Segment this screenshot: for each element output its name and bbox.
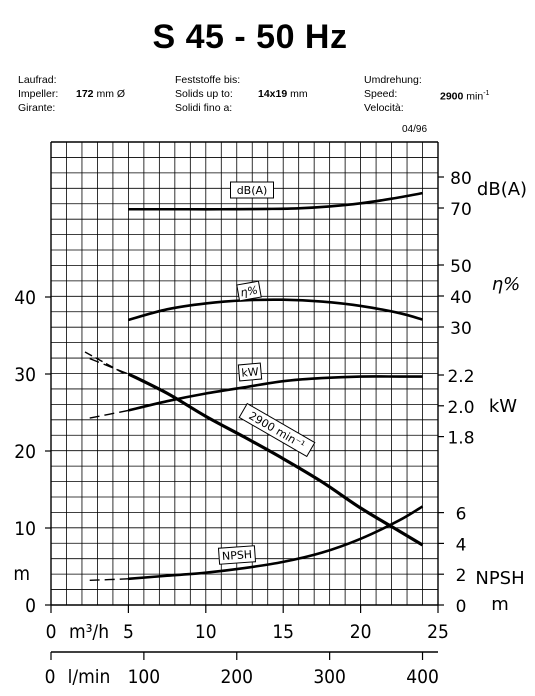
speed-unit: min <box>466 90 484 103</box>
curve-label-text-npsh: NPSH <box>222 548 253 563</box>
impeller-label-en: Impeller: <box>18 88 59 100</box>
eta-axis-unit: η% <box>492 274 521 295</box>
curve-label-text-db-a: dB(A) <box>237 184 268 197</box>
lmin-axis-unit: l/min <box>68 666 111 688</box>
solids-label-it: Solidi fino a: <box>175 102 233 114</box>
curve-label-eta: η% <box>236 280 262 302</box>
impeller-value: 172 <box>76 88 94 100</box>
curve-label-text-2900-min: 2900 min⁻¹ <box>246 409 307 451</box>
curve-label-box-2900-min <box>238 402 316 458</box>
right-axis-tick-label: 6 <box>456 505 467 525</box>
speed-spec: 2900 min-1 <box>440 87 489 104</box>
revision-date: 04/96 <box>402 124 428 135</box>
solids-label-de: Feststoffe bis: <box>175 74 241 86</box>
x-axis-tick-label: 5 <box>123 621 134 643</box>
right-axis-tick-label: 4 <box>456 535 467 555</box>
x-axis-tick-label: 15 <box>272 621 294 643</box>
start-dashed-crossline <box>84 351 126 375</box>
db-axis-unit: dB(A) <box>477 179 527 200</box>
speed-label-de: Umdrehung: <box>364 74 422 86</box>
left-axis-unit: m <box>13 563 30 585</box>
left-axis-tick-label: 30 <box>14 364 36 386</box>
solids-labels: Feststoffe bis: Solids up to: Solidi fin… <box>175 73 240 115</box>
right-axis-tick-label: 1.8 <box>447 429 474 449</box>
curve-eta <box>128 298 423 322</box>
x-axis-tick-label: 10 <box>195 621 217 643</box>
x-axis-tick-label: 0 <box>46 621 57 643</box>
lmin-axis-tick-label: 100 <box>128 666 161 688</box>
curve-kw <box>128 375 423 412</box>
curve-label-box-db-a <box>230 181 274 199</box>
curve-kw-dashed <box>89 409 129 419</box>
curve-label-box-eta <box>236 280 262 302</box>
curve-2900-min-dashed <box>89 357 129 375</box>
solids-unit: mm <box>290 88 308 100</box>
impeller-labels: Laufrad: Impeller: Girante: <box>18 73 58 115</box>
curve-db-a <box>128 191 423 211</box>
curve-label-2900-min: 2900 min⁻¹ <box>238 402 316 458</box>
right-axis-tick-label: 50 <box>450 257 472 277</box>
lmin-axis-tick-label: 200 <box>220 666 253 688</box>
chart-title: S 45 - 50 Hz <box>152 18 348 56</box>
solids-label-en: Solids up to: <box>175 88 233 100</box>
lmin-axis-tick-label: 300 <box>313 666 346 688</box>
npsh-axis-unit: NPSH <box>475 568 524 589</box>
curve-label-kw: kW <box>237 362 263 382</box>
lmin-axis-tick-label: 400 <box>406 666 439 688</box>
kw-axis-unit: kW <box>489 396 517 417</box>
right-axis-tick-label: 70 <box>450 200 472 220</box>
x-axis-unit: m³/h <box>69 621 109 643</box>
right-axis-tick-label: 2.0 <box>447 398 474 418</box>
left-axis-tick-label: 40 <box>14 287 36 309</box>
curve-label-npsh: NPSH <box>217 545 257 565</box>
curve-npsh-dashed <box>89 578 129 582</box>
impeller-label-it: Girante: <box>18 102 56 114</box>
right-axis-tick-label: 80 <box>450 169 472 189</box>
speed-value: 2900 <box>440 90 464 103</box>
speed-label-it: Velocità: <box>364 102 404 114</box>
speed-unit-sup: -1 <box>483 90 490 97</box>
x-axis-tick-label: 25 <box>427 621 449 643</box>
right-axis-tick-label: 2.2 <box>447 367 474 387</box>
speed-label-en: Speed: <box>364 88 398 100</box>
solids-spec: 14x19 mm <box>258 87 308 101</box>
curve-label-box-kw <box>237 362 263 382</box>
left-axis-tick-label: 20 <box>14 441 36 463</box>
curve-label-box-npsh <box>217 545 257 565</box>
right-axis-tick-label: 40 <box>450 288 472 308</box>
impeller-unit: mm Ø <box>96 88 126 100</box>
curve-label-db-a: dB(A) <box>230 181 274 199</box>
npsh-axis-unit-m: m <box>491 594 509 615</box>
impeller-label-de: Laufrad: <box>18 74 57 86</box>
curve-npsh <box>128 505 424 581</box>
impeller-spec: 172 mm Ø <box>76 87 125 101</box>
lmin-axis-tick-label: 0 <box>45 666 56 688</box>
right-axis-tick-label: 2 <box>456 566 467 586</box>
curve-label-text-kw: kW <box>241 365 259 379</box>
left-axis-tick-label: 10 <box>14 518 36 540</box>
curve-label-text-eta: η% <box>239 284 258 300</box>
right-axis-tick-label: 30 <box>450 319 472 339</box>
speed-labels: Umdrehung: Speed: Velocità: <box>364 73 422 115</box>
left-axis-tick-label: 0 <box>25 595 36 617</box>
solids-value: 14x19 <box>258 88 288 100</box>
x-axis-tick-label: 20 <box>350 621 372 643</box>
right-axis-tick-label: 0 <box>456 597 467 617</box>
